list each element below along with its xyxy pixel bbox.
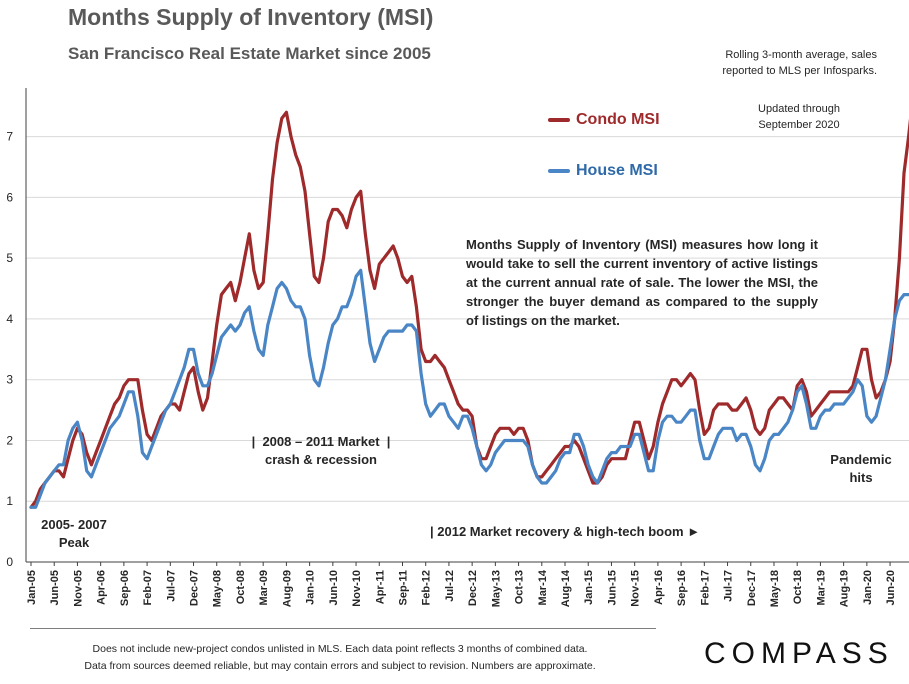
msi-description: Months Supply of Inventory (MSI) measure… xyxy=(466,237,818,328)
legend-condo-label: Condo MSI xyxy=(576,111,660,128)
updated-note-line-2: September 2020 xyxy=(758,119,840,131)
x-tick-label: Feb-07 xyxy=(142,570,154,605)
x-tick-label: Jul-12 xyxy=(444,570,456,602)
legend-condo: Condo MSI xyxy=(548,111,660,129)
x-tick-label: Jun-10 xyxy=(328,570,340,605)
annotation-pandemic: Pandemic hits xyxy=(824,451,898,487)
series-lines xyxy=(29,110,909,509)
updated-note: Updated through September 2020 xyxy=(740,101,858,133)
footer-line-1: Does not include new-project condos unli… xyxy=(92,643,588,655)
legend-condo-swatch xyxy=(548,118,570,122)
source-note-line-2: reported to MLS per Infosparks. xyxy=(722,65,877,77)
x-tick-label: Jun-05 xyxy=(49,570,61,605)
annotation-peak: 2005- 2007 Peak xyxy=(34,516,114,552)
x-tick-label: Feb-17 xyxy=(699,570,711,605)
annotation-crash: | 2008 – 2011 Market | crash & recession xyxy=(226,433,416,469)
x-tick-label: Jul-17 xyxy=(723,570,735,602)
x-tick-label: Nov-05 xyxy=(72,570,84,607)
axes: 0 1 2 3 4 5 6 7 Jan-05 Jun-05 Nov-05 Apr-06 Sep-06 Fe… xyxy=(6,88,909,607)
x-tick-label: Mar-09 xyxy=(258,570,270,605)
x-tick-label: Nov-10 xyxy=(351,570,363,607)
legend-house: House MSI xyxy=(548,162,658,180)
y-tick-label: 5 xyxy=(6,251,13,265)
y-tick-label: 4 xyxy=(6,312,13,326)
annotation-recovery: | 2012 Market recovery & high-tech boom … xyxy=(430,524,701,539)
annotation-pandemic-line-2: hits xyxy=(849,470,873,485)
source-note-line-1: Rolling 3-month average, sales xyxy=(725,49,877,61)
x-tick-label: Sep-11 xyxy=(397,570,409,605)
annotation-peak-line-1: 2005- 2007 xyxy=(41,517,107,532)
source-note: Rolling 3-month average, sales reported … xyxy=(722,47,877,79)
x-tick-label: Apr-06 xyxy=(96,570,108,605)
x-tick-label: Sep-06 xyxy=(119,570,131,606)
x-tick-label: Oct-13 xyxy=(514,570,526,604)
x-tick-label: Nov-15 xyxy=(630,570,642,607)
house-msi-line xyxy=(29,268,909,509)
y-tick-label: 3 xyxy=(6,373,13,387)
x-tick-label: Jun-15 xyxy=(606,570,618,605)
footer-divider xyxy=(30,628,656,629)
annotation-pandemic-line-1: Pandemic xyxy=(830,452,892,467)
x-tick-label: Mar-14 xyxy=(537,569,549,605)
x-tick-label: Oct-18 xyxy=(792,570,804,604)
x-tick-label: Jan-10 xyxy=(305,570,317,605)
y-tick-label: 6 xyxy=(6,190,13,204)
y-tick-label: 1 xyxy=(6,494,13,508)
compass-logo: COMPASS xyxy=(704,637,894,670)
x-tick-label: Jan-15 xyxy=(583,570,595,605)
y-tick-label: 0 xyxy=(6,555,13,569)
x-tick-label: Dec-07 xyxy=(189,570,201,606)
x-tick-label: Aug-19 xyxy=(839,570,851,607)
x-tick-label: Jan-20 xyxy=(862,570,874,605)
x-tick-label: Jan-05 xyxy=(26,570,38,605)
x-tick-label: Aug-09 xyxy=(281,570,293,607)
x-tick-label: Apr-16 xyxy=(653,570,665,605)
legend-house-swatch xyxy=(548,169,570,173)
annotation-crash-line-2: crash & recession xyxy=(264,452,377,467)
x-tick-label: May-08 xyxy=(212,570,224,607)
x-tick-label: May-18 xyxy=(769,570,781,607)
footer-line-2: Data from sources deemed reliable, but m… xyxy=(84,660,596,672)
y-tick-label: 7 xyxy=(6,130,13,144)
x-tick-label: Jul-07 xyxy=(165,570,177,602)
chart-title: Months Supply of Inventory (MSI) xyxy=(68,4,434,30)
x-tick-label: Dec-12 xyxy=(467,570,479,606)
x-tick-label: Sep-16 xyxy=(676,570,688,606)
x-tick-label: May-13 xyxy=(490,570,502,607)
updated-note-line-1: Updated through xyxy=(758,103,840,115)
y-tick-label: 2 xyxy=(6,433,13,447)
legend-house-label: House MSI xyxy=(576,162,658,179)
gridlines xyxy=(26,136,909,502)
annotation-peak-line-2: Peak xyxy=(58,535,90,550)
x-tick-label: Mar-19 xyxy=(815,570,827,605)
x-tick-label: Oct-08 xyxy=(235,570,247,604)
x-tick-label: Feb-12 xyxy=(421,570,433,605)
x-tick-label: Aug-14 xyxy=(560,569,572,607)
footer-disclaimer: Does not include new-project condos unli… xyxy=(14,641,666,675)
x-tick-label: Jun-20 xyxy=(885,570,897,605)
annotation-crash-line-1: | 2008 – 2011 Market | xyxy=(251,434,391,449)
x-tick-label: Dec-17 xyxy=(746,570,758,606)
condo-msi-line xyxy=(29,110,909,509)
x-tick-label: Apr-11 xyxy=(374,570,386,604)
chart-subtitle: San Francisco Real Estate Market since 2… xyxy=(68,44,431,63)
